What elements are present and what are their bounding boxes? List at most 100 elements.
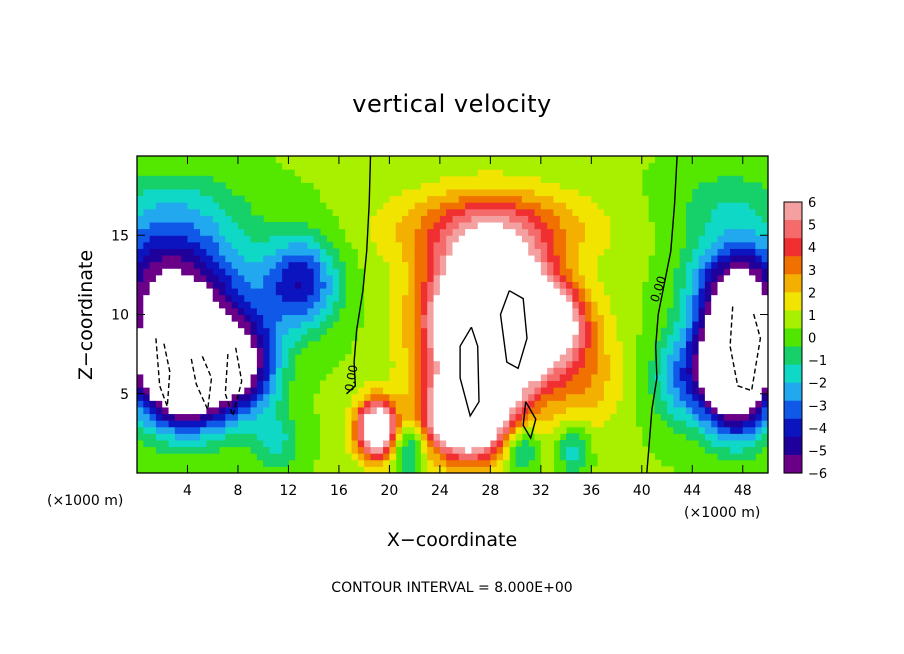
- field-cell: [534, 334, 542, 342]
- field-cell: [572, 393, 580, 401]
- field-cell: [547, 195, 554, 203]
- field-cell: [528, 446, 536, 454]
- field-cell: [629, 321, 636, 329]
- field-cell: [490, 453, 498, 461]
- field-cell: [566, 347, 573, 355]
- field-cell: [193, 274, 201, 282]
- field-cell: [629, 268, 636, 276]
- field-cell: [200, 406, 207, 415]
- field-cell: [698, 400, 706, 408]
- field-cell: [465, 466, 472, 473]
- field-cell: [521, 393, 529, 401]
- field-cell: [622, 367, 630, 375]
- field-cell: [572, 439, 580, 448]
- field-cell: [553, 202, 561, 210]
- field-cell: [439, 235, 447, 243]
- field-cell: [187, 426, 195, 434]
- field-cell: [307, 228, 315, 236]
- field-cell: [168, 406, 176, 415]
- field-cell: [319, 162, 327, 170]
- field-cell: [559, 222, 567, 230]
- field-cell: [256, 228, 264, 236]
- field-cell: [212, 195, 220, 203]
- field-cell: [572, 169, 580, 177]
- field-cell: [389, 327, 397, 335]
- field-cell: [585, 182, 592, 190]
- field-cell: [566, 228, 573, 236]
- field-cell: [591, 439, 599, 448]
- field-cell: [244, 235, 252, 243]
- field-cell: [433, 169, 441, 177]
- field-cell: [244, 426, 252, 434]
- field-cell: [345, 453, 353, 461]
- field-cell: [692, 189, 700, 197]
- field-cell: [559, 426, 567, 434]
- field-cell: [547, 222, 554, 230]
- field-cell: [730, 413, 737, 421]
- field-cell: [332, 446, 340, 454]
- field-cell: [755, 420, 763, 428]
- field-cell: [351, 162, 359, 170]
- field-cell: [452, 235, 460, 243]
- field-cell: [414, 156, 422, 164]
- field-cell: [484, 340, 491, 349]
- field-cell: [433, 347, 441, 355]
- field-cell: [168, 268, 176, 276]
- field-cell: [730, 426, 737, 434]
- field-cell: [155, 380, 163, 388]
- field-cell: [610, 162, 618, 170]
- field-cell: [648, 373, 655, 382]
- field-cell: [174, 301, 182, 309]
- field-cell: [155, 228, 163, 236]
- field-cell: [168, 248, 176, 256]
- field-cell: [181, 380, 188, 388]
- field-cell: [566, 202, 573, 210]
- field-cell: [616, 340, 624, 349]
- field-cell: [402, 400, 409, 408]
- field-cell: [723, 255, 731, 263]
- field-cell: [395, 307, 403, 315]
- field-cell: [515, 373, 523, 382]
- field-cell: [345, 433, 353, 441]
- field-cell: [200, 367, 207, 375]
- field-cell: [187, 307, 195, 315]
- field-cell: [212, 228, 220, 236]
- field-cell: [408, 413, 416, 421]
- field-cell: [502, 261, 510, 269]
- field-cell: [723, 202, 731, 210]
- field-cell: [717, 367, 725, 375]
- field-cell: [250, 420, 258, 428]
- field-cell: [231, 406, 239, 415]
- field-cell: [345, 420, 353, 428]
- field-cell: [610, 367, 618, 375]
- field-cell: [307, 241, 315, 249]
- field-cell: [660, 387, 668, 395]
- field-cell: [231, 340, 239, 349]
- field-cell: [326, 248, 334, 256]
- field-cell: [427, 281, 435, 289]
- field-cell: [761, 321, 768, 329]
- field-cell: [509, 156, 517, 164]
- field-cell: [490, 354, 498, 362]
- field-cell: [162, 406, 170, 415]
- field-cell: [723, 360, 731, 368]
- field-cell: [206, 446, 214, 454]
- field-cell: [629, 360, 636, 368]
- field-cell: [566, 314, 573, 322]
- field-cell: [723, 446, 731, 454]
- field-cell: [332, 466, 340, 473]
- field-cell: [446, 281, 453, 289]
- field-cell: [572, 248, 580, 256]
- field-cell: [496, 241, 504, 249]
- field-cell: [332, 255, 340, 263]
- field-cell: [446, 228, 453, 236]
- field-cell: [364, 413, 371, 421]
- field-cell: [402, 248, 409, 256]
- field-cell: [704, 294, 712, 302]
- field-cell: [515, 189, 523, 197]
- field-cell: [414, 354, 422, 362]
- field-cell: [685, 307, 693, 315]
- field-cell: [231, 255, 239, 263]
- field-cell: [597, 314, 605, 322]
- field-cell: [685, 420, 693, 428]
